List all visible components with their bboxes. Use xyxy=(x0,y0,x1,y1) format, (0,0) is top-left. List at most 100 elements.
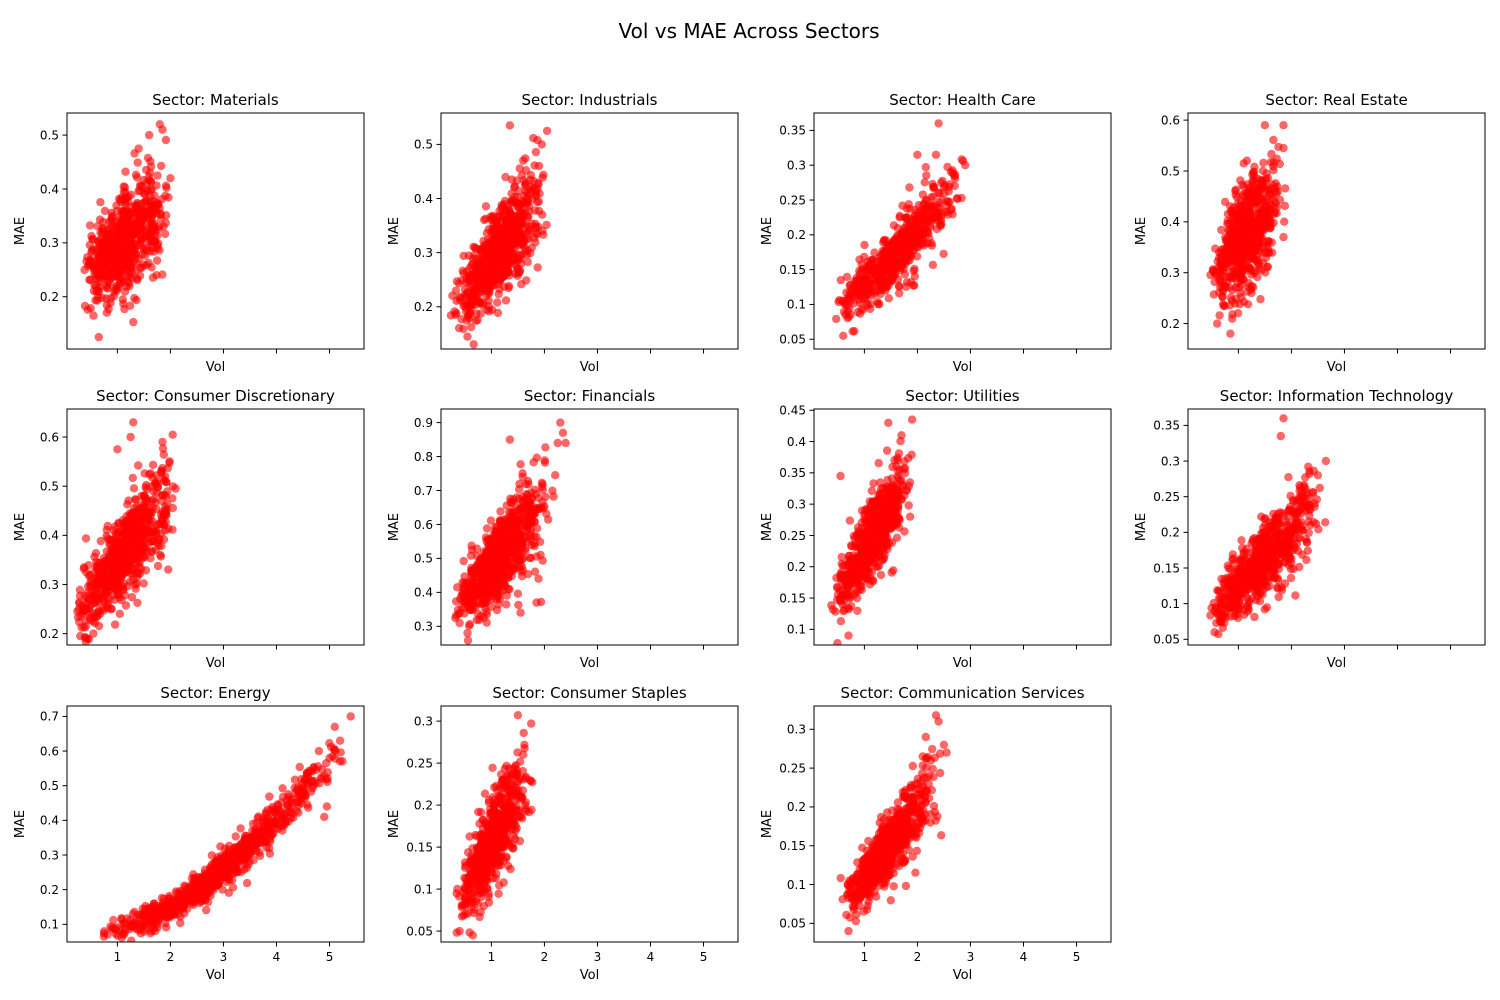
scatter-point xyxy=(159,450,168,459)
scatter-point xyxy=(922,171,931,180)
scatter-point xyxy=(121,167,130,176)
scatter-point xyxy=(76,631,85,641)
y-tick-label: 0.7 xyxy=(414,484,433,498)
scatter-point xyxy=(520,532,529,542)
scatter-point xyxy=(853,606,862,615)
subplot-grid: Sector: Materials0.20.30.40.5VolMAESecto… xyxy=(13,91,1486,983)
scatter-point xyxy=(537,478,547,487)
scatter-point xyxy=(152,256,162,265)
scatter-point xyxy=(862,263,871,273)
scatter-point xyxy=(1265,224,1275,233)
scatter-point xyxy=(961,161,970,170)
x-axis-label: Vol xyxy=(580,360,599,375)
y-tick-label: 0.15 xyxy=(779,263,806,277)
scatter-point xyxy=(126,432,135,442)
y-tick-label: 0.3 xyxy=(414,246,433,260)
scatter-point xyxy=(473,315,482,325)
figure-title: Vol vs MAE Across Sectors xyxy=(618,19,879,43)
scatter-point xyxy=(466,300,476,309)
scatter-point xyxy=(1275,159,1285,169)
scatter-point xyxy=(109,591,119,600)
scatter-point xyxy=(484,296,493,305)
scatter-point xyxy=(165,458,174,468)
scatter-point xyxy=(89,311,98,320)
scatter-point xyxy=(160,229,170,239)
scatter-point xyxy=(114,194,124,204)
scatter-point xyxy=(845,304,854,313)
scatter-point xyxy=(1230,299,1240,308)
scatter-point xyxy=(102,531,111,541)
y-tick-label: 0.8 xyxy=(414,450,433,464)
y-tick-label: 0.4 xyxy=(414,192,433,206)
scatter-point xyxy=(472,579,481,588)
scatter-point xyxy=(490,579,499,588)
scatter-points xyxy=(80,120,175,342)
scatter-point xyxy=(1266,158,1276,167)
y-tick-label: 0.6 xyxy=(414,518,433,532)
scatter-point xyxy=(125,265,134,274)
scatter-point xyxy=(523,235,533,244)
scatter-point xyxy=(85,259,94,269)
scatter-point xyxy=(1264,183,1274,192)
scatter-point xyxy=(534,493,543,502)
scatter-point xyxy=(905,183,914,192)
scatter-point xyxy=(858,305,868,315)
scatter-point xyxy=(878,493,887,502)
scatter-point xyxy=(494,571,503,581)
scatter-point xyxy=(1209,290,1219,299)
scatter-point xyxy=(517,280,526,289)
scatter-point xyxy=(922,204,932,213)
scatter-point xyxy=(145,470,154,479)
scatter-point xyxy=(1243,300,1253,309)
scatter-point xyxy=(117,223,126,232)
y-tick-label: 0.45 xyxy=(779,404,806,418)
scatter-points xyxy=(827,415,917,645)
subplot-title: Sector: Consumer Discretionary xyxy=(96,387,335,405)
scatter-point xyxy=(501,172,510,182)
scatter-point xyxy=(1240,247,1250,256)
scatter-point xyxy=(531,147,541,157)
scatter-point xyxy=(149,205,159,214)
scatter-point xyxy=(143,185,152,195)
scatter-point xyxy=(128,473,137,483)
scatter-point xyxy=(831,607,840,616)
scatter-point xyxy=(95,282,105,292)
scatter-point xyxy=(876,478,885,487)
scatter-point xyxy=(515,164,524,173)
scatter-point xyxy=(1231,185,1241,194)
scatter-point xyxy=(129,418,138,427)
y-tick-label: 0.35 xyxy=(779,466,806,480)
scatter-point xyxy=(842,581,852,590)
scatter-point xyxy=(145,231,154,240)
scatter-point xyxy=(846,310,855,319)
scatter-point xyxy=(148,460,158,470)
scatter-point xyxy=(1237,234,1247,243)
scatter-point xyxy=(898,480,908,489)
scatter-point xyxy=(530,532,539,541)
scatter-point xyxy=(463,636,473,645)
scatter-point xyxy=(102,232,111,241)
scatter-point xyxy=(898,201,907,210)
scatter-point xyxy=(156,552,166,561)
scatter-point xyxy=(477,599,486,608)
scatter-point xyxy=(537,140,546,149)
scatter-point xyxy=(1280,217,1289,226)
scatter-point xyxy=(484,561,493,570)
scatter-point xyxy=(886,272,896,281)
scatter-point xyxy=(538,226,547,235)
scatter-point xyxy=(1281,184,1290,193)
scatter-point xyxy=(1264,237,1274,246)
scatter-point xyxy=(1273,187,1283,196)
scatter-point xyxy=(934,202,943,211)
scatter-point xyxy=(129,484,139,493)
scatter-point xyxy=(500,196,510,206)
scatter-point xyxy=(539,170,548,179)
scatter-point xyxy=(867,486,876,495)
scatter-point xyxy=(93,593,103,603)
scatter-point xyxy=(839,331,848,340)
scatter-point xyxy=(98,576,107,586)
scatter-point xyxy=(561,438,570,448)
scatter-point xyxy=(1217,280,1226,289)
axes-frame xyxy=(66,112,365,350)
scatter-point xyxy=(115,576,125,586)
